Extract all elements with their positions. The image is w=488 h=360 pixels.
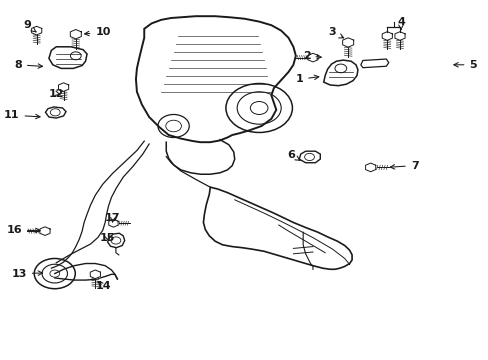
Polygon shape [40, 227, 50, 235]
Polygon shape [342, 38, 353, 47]
Text: 10: 10 [84, 27, 110, 37]
Text: 16: 16 [6, 225, 40, 235]
Text: 13: 13 [12, 269, 42, 279]
Text: 9: 9 [23, 20, 36, 32]
Text: 2: 2 [302, 51, 321, 61]
Text: 17: 17 [105, 213, 121, 223]
Text: 3: 3 [328, 27, 343, 38]
Text: 7: 7 [389, 161, 418, 171]
Polygon shape [90, 270, 100, 279]
Polygon shape [307, 53, 317, 62]
Text: 6: 6 [286, 150, 300, 161]
Text: 14: 14 [95, 281, 111, 291]
Text: 8: 8 [14, 60, 42, 70]
Text: 4: 4 [396, 17, 404, 30]
Text: 12: 12 [49, 89, 64, 99]
Polygon shape [70, 30, 81, 39]
Text: 15: 15 [100, 233, 115, 243]
Polygon shape [32, 26, 41, 35]
Polygon shape [394, 32, 404, 40]
Text: 5: 5 [453, 60, 476, 70]
Text: 1: 1 [295, 74, 318, 84]
Polygon shape [59, 83, 68, 91]
Text: 11: 11 [4, 110, 40, 120]
Polygon shape [108, 219, 118, 227]
Polygon shape [382, 32, 391, 40]
Polygon shape [365, 163, 375, 172]
